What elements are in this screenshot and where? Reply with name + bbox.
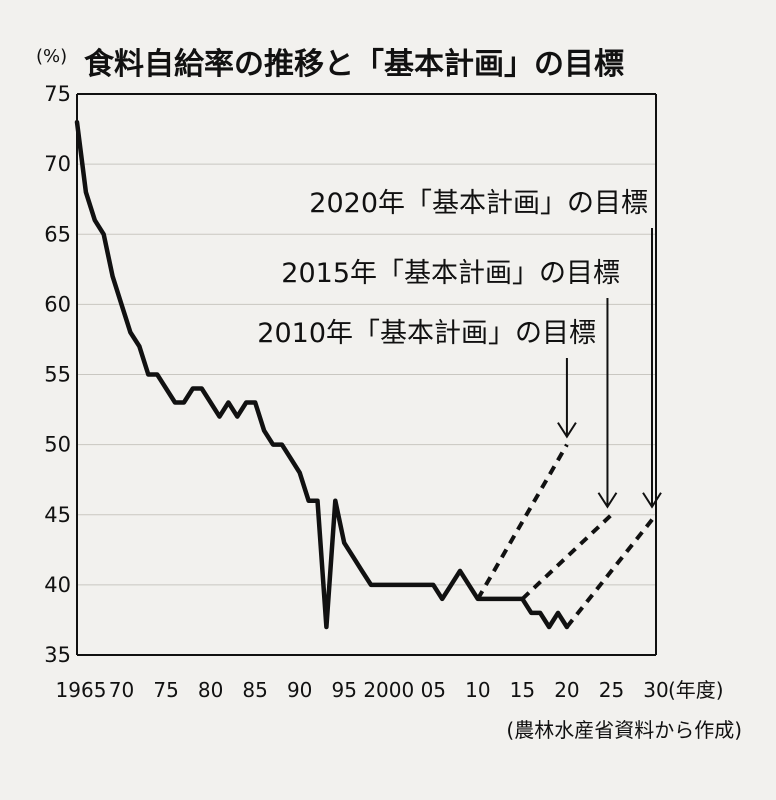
y-tick-45: 45	[44, 503, 71, 527]
x-tick-05: 05	[421, 678, 446, 702]
chart-title: 食料自給率の推移と「基本計画」の目標	[84, 47, 624, 82]
series-layer	[74, 119, 570, 630]
target-annotations: 2010年「基本計画」の目標 2015年「基本計画」の目標 2020年「基本計画」の…	[257, 188, 662, 509]
x-tick-labels: 1965 70 75 80 85 90 95 2000 05 10 15 20 25 30	[56, 678, 669, 702]
target-label-2: 2015年「基本計画」の目標	[281, 258, 620, 289]
y-tick-70: 70	[44, 152, 71, 176]
y-tick-40: 40	[44, 573, 71, 597]
y-tick-labels: 35 40 45 50 55 60 65 70 75	[44, 82, 71, 667]
x-tick-10: 10	[465, 678, 490, 702]
y-tick-35: 35	[44, 643, 71, 667]
x-axis-unit: (年度)	[668, 678, 724, 702]
target-label-3: 2020年「基本計画」の目標	[309, 188, 648, 219]
y-tick-75: 75	[44, 82, 71, 106]
x-tick-90: 90	[287, 678, 312, 702]
x-tick-1965: 1965	[56, 678, 107, 702]
actual-series-line	[74, 119, 570, 630]
target-label-1: 2010年「基本計画」の目標	[257, 318, 596, 349]
axes	[76, 93, 657, 656]
gridlines	[77, 163, 656, 586]
target-line-1	[476, 443, 569, 600]
x-tick-80: 80	[198, 678, 223, 702]
target-arrowhead-3	[642, 492, 662, 509]
target-line-3	[565, 513, 658, 629]
y-tick-55: 55	[44, 363, 71, 387]
x-tick-85: 85	[242, 678, 267, 702]
x-tick-30: 30	[643, 678, 668, 702]
x-tick-70: 70	[109, 678, 134, 702]
x-tick-25: 25	[599, 678, 624, 702]
y-axis-unit: (%)	[36, 46, 67, 67]
target-arrowhead-1	[557, 422, 577, 439]
target-line-2	[521, 513, 613, 601]
x-tick-15: 15	[510, 678, 535, 702]
y-tick-60: 60	[44, 292, 71, 316]
y-tick-65: 65	[44, 222, 71, 246]
source-note: (農林水産省資料から作成)	[506, 718, 742, 742]
x-tick-2000: 2000	[363, 678, 414, 702]
target-lines	[476, 443, 658, 629]
x-tick-20: 20	[554, 678, 579, 702]
y-tick-50: 50	[44, 433, 71, 457]
target-arrowhead-2	[597, 492, 618, 509]
x-tick-75: 75	[153, 678, 178, 702]
x-tick-95: 95	[332, 678, 357, 702]
